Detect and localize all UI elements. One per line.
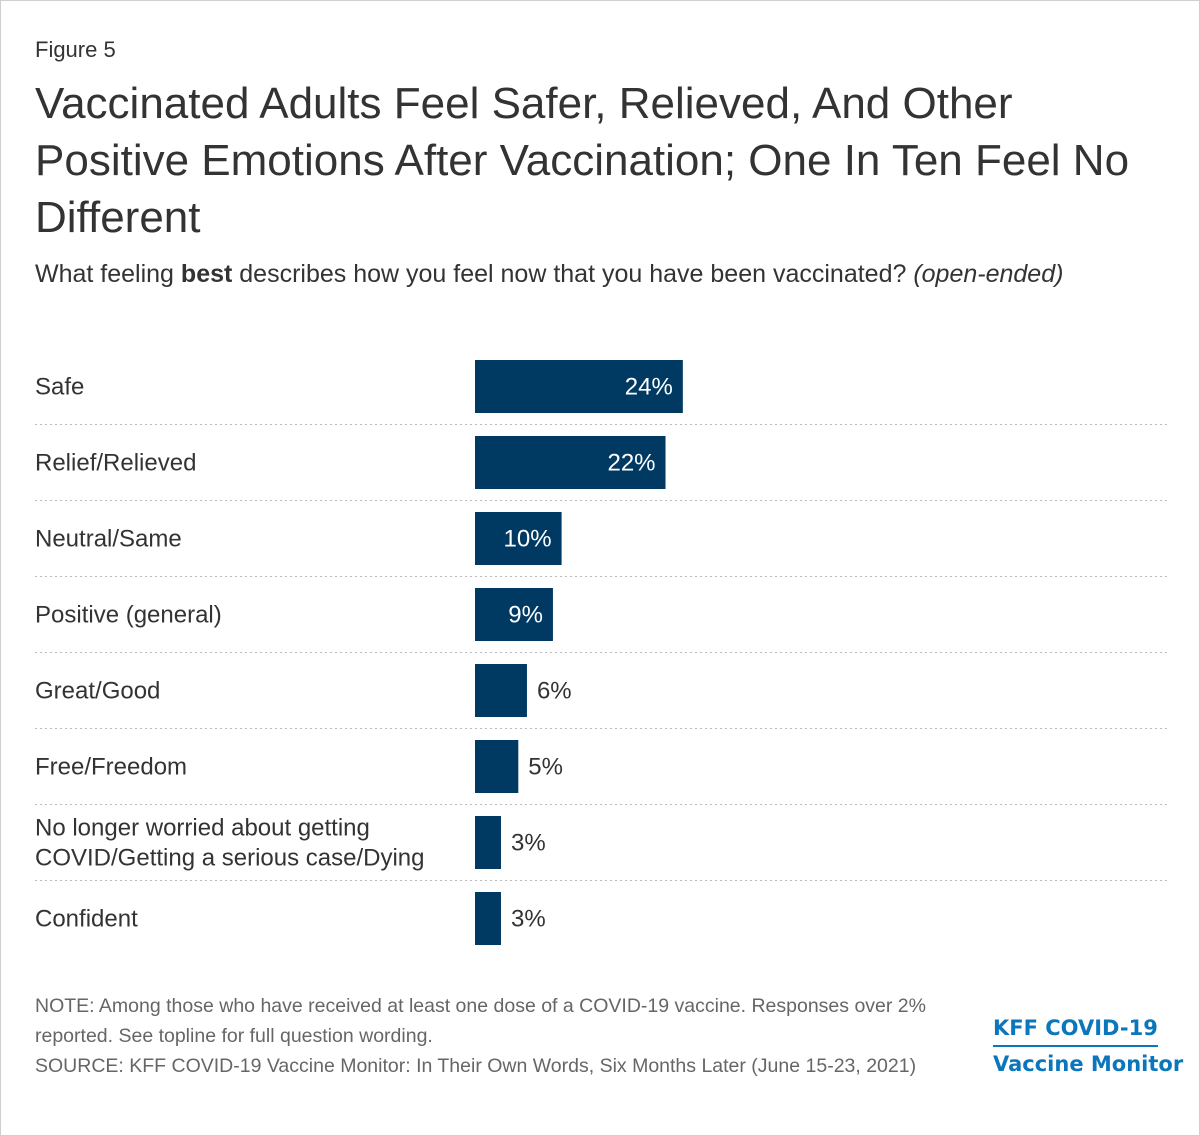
bar-chart: Safe 24% Relief/Relieved 22% Neutral/Same 10%… [35, 360, 1167, 945]
subtitle-bold: best [180, 260, 233, 288]
bar [475, 740, 519, 793]
category-label: Free/Freedom [35, 754, 187, 781]
kff-logo: KFF COVID-19 Vaccine Monitor [993, 1013, 1183, 1079]
logo-line-2: Vaccine Monitor [993, 1052, 1184, 1076]
bar [475, 892, 501, 945]
subtitle-italic: (open-ended) [913, 260, 1064, 288]
bar [475, 588, 553, 641]
value-label: 5% [528, 754, 563, 781]
category-label: Great/Good [35, 678, 160, 705]
value-label: 10% [504, 526, 552, 553]
source-text: SOURCE: KFF COVID-19 Vaccine Monitor: In… [35, 1055, 917, 1077]
value-label: 3% [511, 906, 546, 933]
note-text: NOTE: Among those who have received at l… [35, 995, 926, 1047]
bar [475, 664, 527, 717]
category-label: Positive (general) [35, 602, 222, 629]
value-label: 22% [607, 450, 655, 477]
chart-subtitle: What feeling best describes how you feel… [35, 257, 1135, 291]
value-label: 6% [537, 678, 572, 705]
category-label: Confident [35, 906, 138, 933]
chart-title: Vaccinated Adults Feel Safer, Relieved, … [35, 79, 1130, 242]
category-label: Relief/Relieved [35, 450, 196, 477]
value-label: 24% [625, 374, 673, 401]
footnotes: NOTE: Among those who have received at l… [35, 991, 965, 1081]
bar [475, 360, 683, 413]
bar [475, 436, 666, 489]
subtitle-text-1: What feeling [35, 260, 181, 288]
category-label: Neutral/Same [35, 526, 182, 553]
value-label: 9% [508, 602, 543, 629]
category-label: No longer worried about getting COVID/Get… [35, 815, 425, 872]
subtitle-text-2: describes how you feel now that you have… [232, 260, 914, 288]
value-label: 3% [511, 830, 546, 857]
bar [475, 512, 562, 565]
category-label: Safe [35, 374, 84, 401]
logo-line-1: KFF COVID-19 [993, 1013, 1158, 1047]
figure-label: Figure 5 [35, 37, 116, 62]
bar [475, 816, 501, 869]
